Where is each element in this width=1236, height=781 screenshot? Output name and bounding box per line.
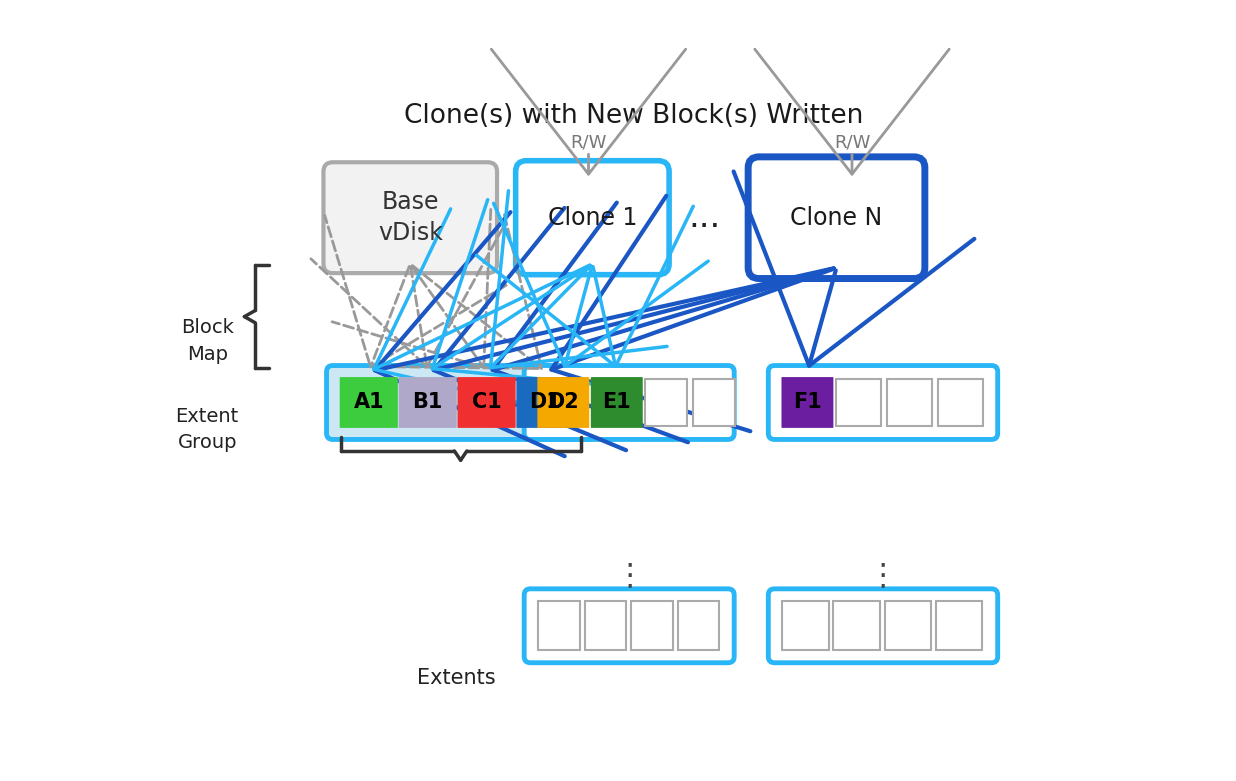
FancyBboxPatch shape	[632, 601, 672, 651]
Text: Extent
Group: Extent Group	[176, 407, 239, 452]
FancyBboxPatch shape	[457, 377, 515, 428]
FancyBboxPatch shape	[645, 380, 687, 426]
Text: C1: C1	[472, 393, 502, 412]
FancyBboxPatch shape	[781, 377, 833, 428]
FancyBboxPatch shape	[340, 377, 398, 428]
FancyBboxPatch shape	[326, 366, 595, 440]
FancyBboxPatch shape	[524, 589, 734, 663]
FancyBboxPatch shape	[936, 601, 983, 651]
Text: D1: D1	[529, 393, 561, 412]
FancyBboxPatch shape	[591, 377, 643, 428]
Text: F1: F1	[794, 393, 822, 412]
Text: R/W: R/W	[834, 134, 870, 152]
FancyBboxPatch shape	[517, 377, 575, 428]
Text: Clone N: Clone N	[790, 205, 883, 230]
FancyBboxPatch shape	[538, 601, 580, 651]
Text: B1: B1	[413, 393, 442, 412]
FancyBboxPatch shape	[399, 377, 457, 428]
FancyBboxPatch shape	[938, 380, 983, 426]
FancyBboxPatch shape	[769, 366, 997, 440]
FancyBboxPatch shape	[769, 589, 997, 663]
FancyBboxPatch shape	[524, 366, 734, 440]
Text: ⋮: ⋮	[614, 562, 644, 590]
Text: R/W: R/W	[570, 134, 607, 152]
Text: E1: E1	[602, 393, 632, 412]
FancyBboxPatch shape	[324, 162, 497, 273]
FancyBboxPatch shape	[782, 601, 829, 651]
Text: Extents: Extents	[418, 669, 496, 688]
Text: Clone 1: Clone 1	[548, 205, 637, 230]
FancyBboxPatch shape	[836, 380, 881, 426]
Text: ⋮: ⋮	[868, 562, 899, 590]
Text: A1: A1	[353, 393, 384, 412]
Text: Block
Map: Block Map	[180, 318, 234, 364]
Text: Clone(s) with New Block(s) Written: Clone(s) with New Block(s) Written	[404, 103, 863, 129]
FancyBboxPatch shape	[693, 380, 735, 426]
FancyBboxPatch shape	[585, 601, 627, 651]
FancyBboxPatch shape	[538, 377, 590, 428]
FancyBboxPatch shape	[833, 601, 880, 651]
Text: D2: D2	[548, 393, 580, 412]
FancyBboxPatch shape	[887, 380, 932, 426]
FancyBboxPatch shape	[885, 601, 931, 651]
FancyBboxPatch shape	[748, 157, 925, 279]
FancyBboxPatch shape	[677, 601, 719, 651]
FancyBboxPatch shape	[515, 161, 669, 275]
Text: ...: ...	[688, 201, 721, 234]
Text: Base
vDisk: Base vDisk	[378, 190, 442, 245]
